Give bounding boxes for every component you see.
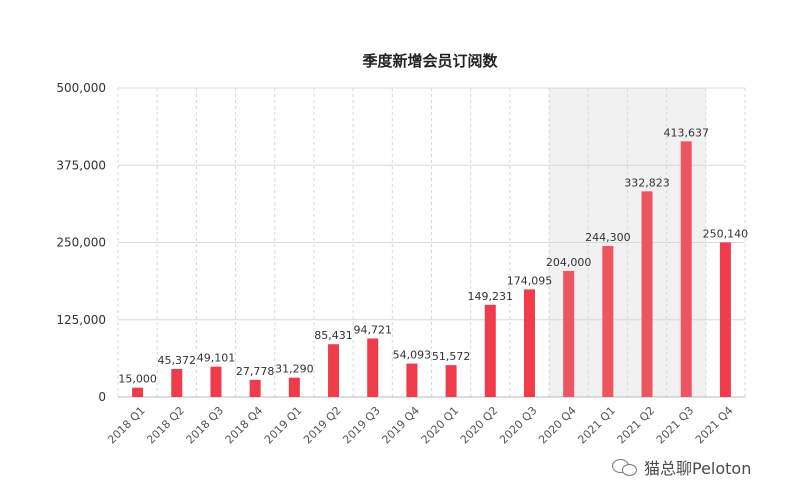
bar: [719, 242, 731, 397]
data-label: 45,372: [158, 354, 197, 367]
bar: [406, 363, 418, 397]
bar: [641, 191, 653, 397]
bar: [680, 141, 692, 397]
data-label: 332,823: [624, 176, 670, 189]
x-tick-label: 2018 Q3: [184, 404, 227, 447]
watermark-text: 猫总聊Peloton: [644, 459, 752, 478]
data-label: 15,000: [118, 373, 157, 386]
x-tick-label: 2019 Q3: [340, 404, 383, 447]
y-tick-label: 250,000: [56, 236, 106, 250]
data-label: 204,000: [546, 256, 592, 269]
x-tick-label: 2021 Q2: [615, 404, 658, 447]
bar: [602, 246, 614, 397]
x-tick-label: 2019 Q4: [379, 404, 422, 447]
data-label: 27,778: [236, 365, 275, 378]
data-label: 85,431: [314, 329, 353, 342]
grid-layer: [117, 87, 746, 398]
data-label: 250,140: [703, 227, 749, 240]
y-tick-label: 125,000: [56, 313, 106, 327]
wechat-icon: [612, 457, 638, 477]
x-tick-label: 2018 Q1: [105, 404, 148, 447]
bar-layer: [132, 141, 731, 397]
bar: [367, 338, 379, 397]
x-tick-label: 2020 Q3: [497, 404, 540, 447]
x-tick-label: 2019 Q2: [301, 404, 344, 447]
bar: [249, 379, 261, 397]
x-tick-label: 2020 Q4: [536, 404, 579, 447]
chart-title: 季度新增会员订阅数: [362, 52, 498, 70]
bar: [484, 304, 496, 397]
x-tick-label: 2021 Q1: [575, 404, 618, 447]
data-label: 244,300: [585, 231, 631, 244]
x-tick-label: 2021 Q3: [654, 404, 697, 447]
data-label: 94,721: [353, 323, 392, 336]
bar: [171, 368, 183, 397]
bar: [288, 377, 300, 397]
data-label: 413,637: [663, 126, 709, 139]
bar: [328, 344, 340, 397]
bar: [523, 289, 535, 397]
y-tick-label: 500,000: [56, 81, 106, 95]
data-label: 54,093: [393, 349, 432, 362]
data-label: 174,095: [507, 274, 553, 287]
x-tick-label: 2021 Q4: [693, 404, 736, 447]
x-tick-label: 2019 Q1: [262, 404, 305, 447]
bar: [210, 366, 222, 397]
x-tick-label: 2018 Q2: [144, 404, 187, 447]
x-tick-label: 2020 Q1: [419, 404, 462, 447]
watermark: 猫总聊Peloton: [612, 455, 751, 479]
bar: [132, 387, 144, 397]
data-label: 49,101: [197, 352, 236, 365]
y-tick-label: 0: [98, 390, 106, 404]
y-tick-label: 375,000: [56, 158, 106, 172]
data-label: 149,231: [468, 290, 514, 303]
x-tick-label: 2018 Q4: [223, 404, 266, 447]
data-label: 31,290: [275, 363, 314, 376]
x-tick-label: 2020 Q2: [458, 404, 501, 447]
data-label: 51,572: [432, 350, 471, 363]
bar: [563, 270, 575, 397]
bar: [445, 365, 457, 397]
